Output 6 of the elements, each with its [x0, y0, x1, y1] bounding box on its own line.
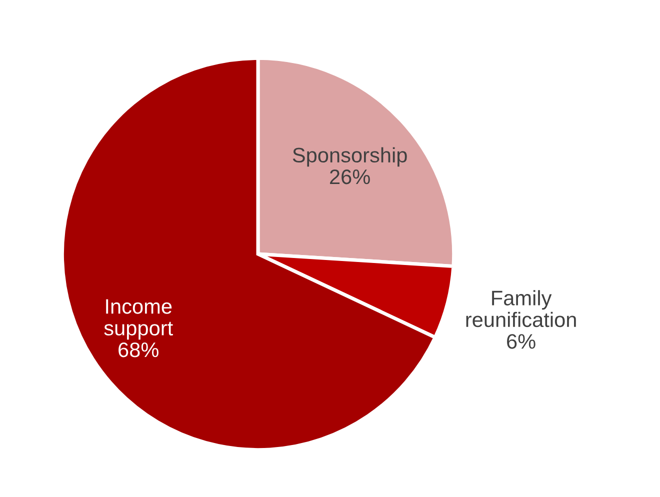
data-label: 68%: [118, 342, 158, 358]
slice-label: Income support: [104, 299, 173, 340]
slice-label: Sponsorship: [292, 147, 407, 167]
data-label: 26%: [330, 169, 370, 184]
slice-label: Family reunification: [466, 290, 576, 328]
data-label: 6%: [507, 334, 536, 349]
